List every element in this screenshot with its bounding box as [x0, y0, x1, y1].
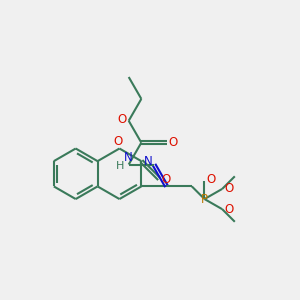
Text: O: O [161, 172, 170, 185]
Text: O: O [206, 173, 216, 186]
Text: H: H [116, 161, 124, 171]
Text: N: N [144, 155, 153, 168]
Text: O: O [169, 136, 178, 149]
Text: N: N [123, 152, 132, 164]
Text: O: O [224, 182, 233, 195]
Text: P: P [201, 193, 208, 206]
Text: O: O [224, 202, 233, 216]
Text: O: O [118, 113, 127, 126]
Text: O: O [113, 136, 123, 148]
